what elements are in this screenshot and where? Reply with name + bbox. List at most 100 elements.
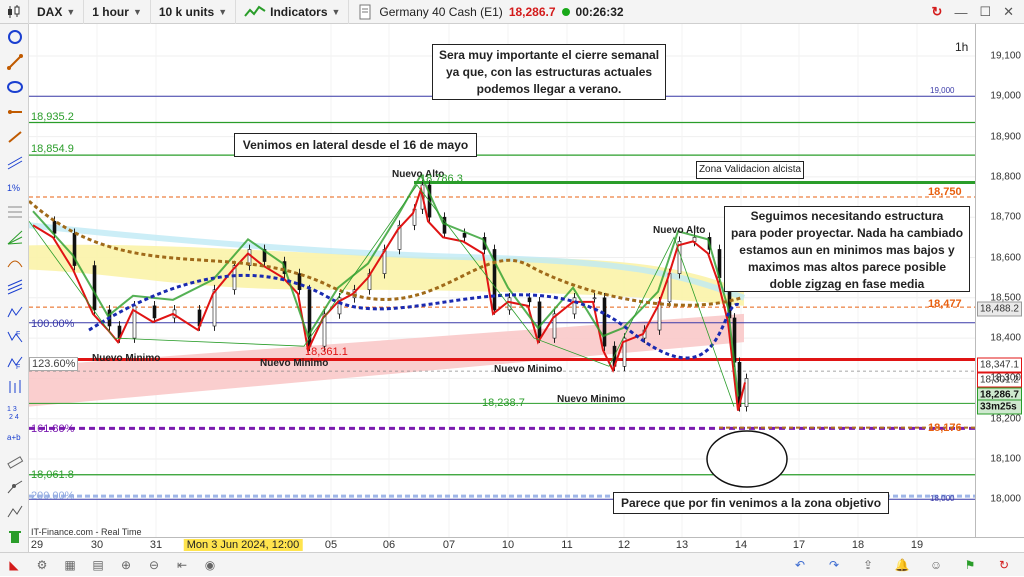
settings-icon[interactable]: ⚙: [36, 557, 48, 572]
note-zona-objetivo[interactable]: Parece que por fin venimos a la zona obj…: [613, 492, 889, 514]
candle-body: [397, 224, 402, 250]
refresh-icon[interactable]: ↻: [998, 558, 1010, 572]
candle-body: [602, 297, 607, 347]
pattern-tool-2-icon[interactable]: F: [0, 349, 29, 374]
candle-body: [297, 273, 302, 291]
chevron-down-icon: ▼: [132, 6, 142, 17]
camera-icon[interactable]: ◉: [204, 557, 216, 572]
x-tick-label: 29: [30, 539, 44, 551]
x-tick-label: 14: [734, 539, 748, 551]
fib-levels-tool-icon[interactable]: [0, 199, 29, 224]
candle-body: [527, 297, 532, 303]
level-18061: 18,061.8: [31, 469, 74, 481]
time-axis[interactable]: Mon 3 Jun 2024, 12:00 29 30 31 05 06 07 10 11 12…: [29, 537, 1024, 552]
polyline-tool-icon[interactable]: [0, 499, 29, 524]
y-tick-label: 18,100: [990, 453, 1021, 465]
x-tick-label: 06: [382, 539, 396, 551]
candle-body: [52, 220, 57, 234]
fan-tool-icon[interactable]: [0, 224, 29, 249]
channel-tool-icon[interactable]: [0, 149, 29, 174]
abc-tool-icon[interactable]: a+b: [0, 424, 29, 449]
label-nuevo-minimo-3: Nuevo Minimo: [494, 364, 563, 375]
timeframe-selector[interactable]: 1 hour ▼: [84, 0, 151, 24]
level-right-18000: 18,000: [930, 494, 955, 503]
label-nuevo-minimo-4: Nuevo Minimo: [557, 394, 626, 405]
ruler-tool-icon[interactable]: [0, 449, 29, 474]
indicators-button[interactable]: Indicators ▼: [236, 0, 350, 24]
candle-body: [232, 265, 237, 291]
alert-icon[interactable]: 🔔: [894, 558, 910, 572]
note-lateral[interactable]: Venimos en lateral desde el 16 de mayo: [234, 133, 477, 157]
flag-icon[interactable]: ⚑: [964, 558, 976, 572]
ma-slow-line: [29, 199, 742, 307]
share-icon[interactable]: ⇪: [862, 558, 874, 572]
level-pct-200: 200.00%: [31, 490, 75, 502]
arc-tool-icon[interactable]: [0, 249, 29, 274]
y-tick-label: 19,100: [990, 50, 1021, 62]
candle-body: [462, 233, 467, 238]
axis-label-18347: 18,347.1: [977, 357, 1022, 373]
level-right-18477: 18,477: [928, 298, 962, 310]
ellipse-tool-icon[interactable]: [0, 74, 29, 99]
units-label: 10 k units: [158, 4, 215, 19]
close-icon[interactable]: ✕: [1003, 4, 1014, 19]
instrument-info: Germany 40 Cash (E1) 18,286.7 00:26:32: [349, 4, 624, 20]
zoom-in-icon[interactable]: ⊕: [120, 557, 132, 572]
x-tick-label: 10: [501, 539, 515, 551]
fibonacci-tool-icon[interactable]: 1%: [0, 174, 29, 199]
zoom-out-icon[interactable]: ⊖: [148, 557, 160, 572]
level-18935: 18,935.2: [31, 111, 74, 123]
trend-tool-icon[interactable]: [0, 124, 29, 149]
path-tool-icon[interactable]: [0, 474, 29, 499]
y-tick-label: 18,000: [990, 493, 1021, 505]
pattern-tool-icon[interactable]: F: [0, 324, 29, 349]
scroll-left-icon[interactable]: ⇤: [176, 557, 188, 572]
candle-body: [744, 378, 749, 407]
chevron-down-icon: ▼: [331, 6, 341, 17]
y-tick-label: 19,000: [990, 90, 1021, 102]
svg-text:F: F: [16, 364, 20, 371]
trash-icon[interactable]: [0, 524, 29, 549]
note-weekly-close[interactable]: Sera muy importante el cierre semanal ya…: [432, 44, 666, 100]
axis-label-18488: 18,488.2: [977, 301, 1022, 317]
maximize-icon[interactable]: ☐: [979, 4, 992, 19]
redo-icon[interactable]: ↷: [828, 558, 840, 572]
y-tick-label: 18,500: [990, 292, 1021, 304]
line-tool-icon[interactable]: [0, 49, 29, 74]
x-tick-label: 18: [851, 539, 865, 551]
chart-type-button[interactable]: [0, 0, 29, 24]
template-icon[interactable]: ▦: [64, 557, 76, 572]
bars-tool-icon[interactable]: [0, 374, 29, 399]
price-axis[interactable]: 18,488.2 18,347.1 18,301.2 18,286.7 33m2…: [975, 24, 1024, 537]
pitchfork-tool-icon[interactable]: [0, 274, 29, 299]
status-dot-icon: [561, 7, 570, 16]
symbol-selector[interactable]: DAX ▼: [29, 0, 85, 24]
x-tick-label: 11: [561, 539, 573, 551]
note-zona-validacion[interactable]: Zona Validacion alcista: [696, 161, 804, 179]
people-icon[interactable]: ☺: [929, 558, 943, 572]
ray-tool-icon[interactable]: [0, 99, 29, 124]
crosshair-tool-icon[interactable]: [0, 24, 29, 49]
units-selector[interactable]: 10 k units ▼: [151, 0, 237, 24]
wave-tool-icon[interactable]: [0, 299, 29, 324]
minimize-icon[interactable]: —: [954, 4, 968, 20]
y-tick-label: 18,300: [990, 372, 1021, 384]
note-seguimos[interactable]: Seguimos necesitando estructura para pod…: [724, 206, 970, 292]
candle-body: [492, 249, 497, 311]
candle-body: [552, 313, 557, 339]
svg-text:1 3: 1 3: [7, 406, 17, 413]
x-tick-label: 30: [90, 539, 104, 551]
fullscreen-icon[interactable]: ◣: [9, 557, 19, 572]
target-ellipse: [706, 430, 788, 488]
undo-icon[interactable]: ↶: [794, 558, 806, 572]
price-chart[interactable]: [29, 24, 975, 537]
svg-text:2 4: 2 4: [9, 414, 19, 421]
candle-body: [592, 297, 597, 300]
candle-body: [247, 249, 252, 266]
grid-icon[interactable]: ▤: [92, 557, 104, 572]
ma-fast-line: [32, 185, 746, 411]
y-tick-label: 18,700: [990, 211, 1021, 223]
candle-body: [537, 301, 542, 339]
bottom-toolbar: ◣ ⚙ ▦ ▤ ⊕ ⊖ ⇤ ◉ ↶ ↷ ⇪ 🔔 ☺ ⚑ ↻: [0, 552, 1024, 576]
